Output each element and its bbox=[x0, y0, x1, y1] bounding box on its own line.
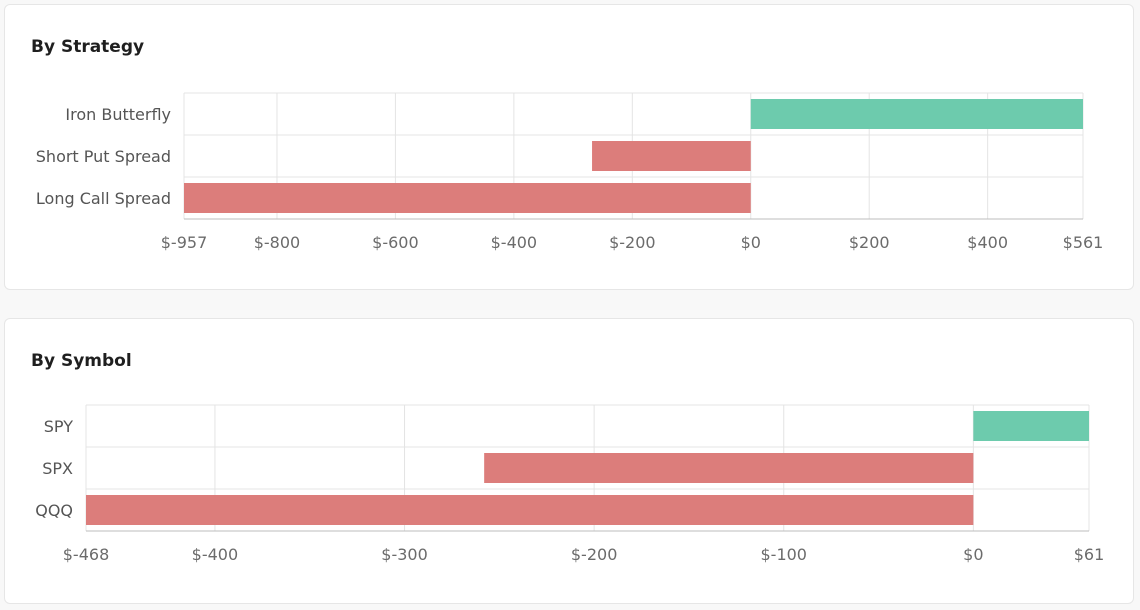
strategy-x-tick-label: $-400 bbox=[491, 233, 538, 252]
symbol-x-tick-label: $-300 bbox=[381, 545, 428, 564]
strategy-bar[interactable] bbox=[184, 183, 751, 213]
strategy-bar-chart: Iron Butterfly Short Put Spread Long Call … bbox=[36, 92, 1104, 252]
strategy-x-tick-label: $-957 bbox=[161, 233, 208, 252]
symbol-x-tick-label: $-200 bbox=[571, 545, 618, 564]
symbol-category-label: QQQ bbox=[35, 501, 73, 520]
strategy-card: By Strategy Iron Butterfly Short Put Spre… bbox=[4, 4, 1134, 290]
symbol-bar[interactable] bbox=[86, 495, 974, 525]
strategy-x-tick-label: $561 bbox=[1063, 233, 1104, 252]
strategy-category-label: Short Put Spread bbox=[36, 147, 171, 166]
strategy-bar[interactable] bbox=[592, 141, 751, 171]
strategy-x-tick-label: $200 bbox=[849, 233, 890, 252]
symbol-bar-chart: SPY SPX QQQ $-468 $-400 $-300 $-200 $-100 $0 $61 bbox=[35, 404, 1105, 564]
symbol-x-tick-label: $-468 bbox=[63, 545, 110, 564]
strategy-chart-title: By Strategy bbox=[31, 37, 145, 57]
symbol-bar[interactable] bbox=[484, 453, 974, 483]
strategy-category-label: Long Call Spread bbox=[36, 189, 171, 208]
symbol-category-label: SPX bbox=[42, 459, 73, 478]
symbol-category-label: SPY bbox=[44, 417, 73, 436]
strategy-x-tick-label: $0 bbox=[741, 233, 761, 252]
strategy-bar[interactable] bbox=[750, 99, 1083, 129]
strategy-x-tick-label: $-800 bbox=[254, 233, 301, 252]
symbol-chart-title: By Symbol bbox=[31, 351, 132, 371]
symbol-card: By Symbol SPY SPX QQQ $-468 $-400 $-300 $-200 $… bbox=[4, 318, 1134, 604]
symbol-x-tick-label: $0 bbox=[963, 545, 983, 564]
strategy-x-tick-label: $-200 bbox=[609, 233, 656, 252]
strategy-x-tick-label: $-600 bbox=[372, 233, 419, 252]
strategy-x-tick-label: $400 bbox=[967, 233, 1008, 252]
symbol-x-tick-label: $61 bbox=[1074, 545, 1105, 564]
symbol-x-tick-label: $-100 bbox=[760, 545, 807, 564]
symbol-bar[interactable] bbox=[973, 411, 1089, 441]
symbol-x-tick-label: $-400 bbox=[192, 545, 239, 564]
strategy-category-label: Iron Butterfly bbox=[65, 105, 171, 124]
